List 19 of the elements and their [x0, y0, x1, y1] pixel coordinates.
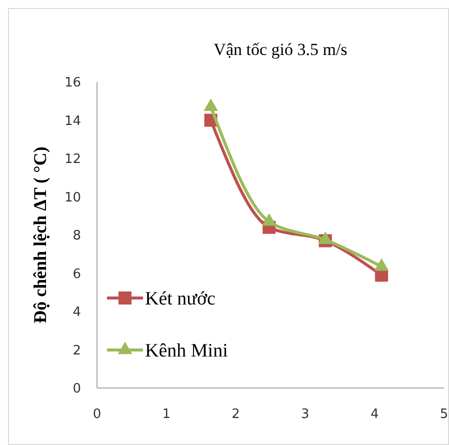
x-tick-label: 3 — [301, 407, 310, 422]
legend-label: Kênh Mini — [145, 340, 228, 362]
y-tick-label: 2 — [72, 343, 81, 358]
chart-title: Vận tốc gió 3.5 m/s — [214, 40, 348, 59]
y-tick-label: 14 — [64, 114, 81, 129]
x-tick-label: 0 — [92, 407, 102, 422]
x-tick-label: 1 — [162, 407, 171, 422]
y-tick-label: 16 — [64, 76, 81, 91]
x-tick-label: 5 — [440, 407, 448, 422]
y-tick-label: 4 — [72, 305, 81, 320]
y-tick-label: 6 — [72, 266, 81, 282]
y-axis-title: Độ chênh lệch ΔT ( °C) — [30, 146, 50, 324]
y-tick-label: 12 — [64, 152, 81, 168]
legend-label: Két nước — [145, 288, 216, 310]
x-tick-label: 4 — [370, 407, 379, 422]
y-tick-label: 8 — [72, 228, 81, 244]
y-tick-label: 0 — [72, 382, 81, 397]
y-tick-label: 10 — [64, 190, 81, 206]
x-tick-label: 2 — [232, 407, 240, 422]
